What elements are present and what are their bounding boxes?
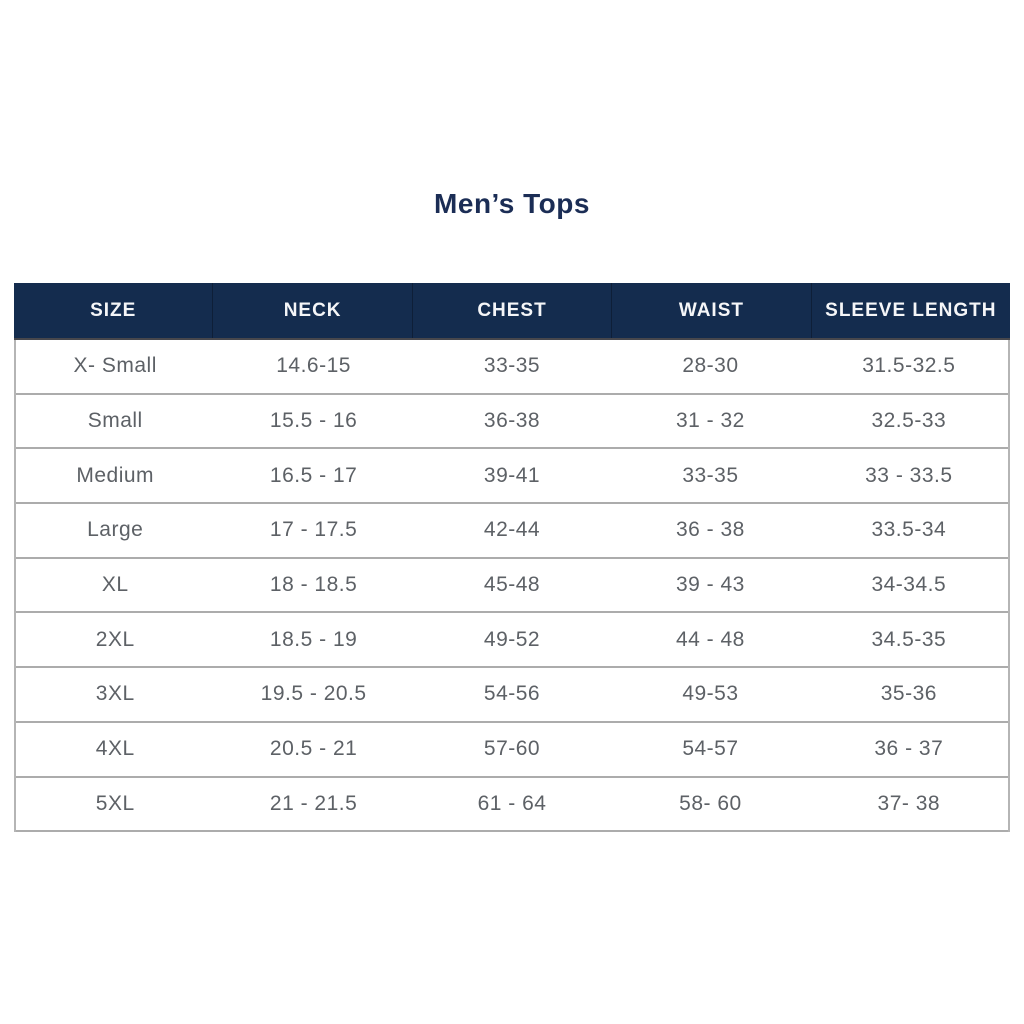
cell-neck: 18.5 - 19 <box>269 627 358 651</box>
cell-waist: 28-30 <box>682 354 739 378</box>
cell-waist: 39 - 43 <box>675 573 745 597</box>
size-chart-table: SIZE NECK CHEST WAIST SLEEVE LENGTH X- Small… <box>14 283 1010 833</box>
cell-sleeve-length: 35-36 <box>880 682 937 706</box>
cell-neck: 19.5 - 20.5 <box>260 682 367 706</box>
cell-sleeve-length: 33 - 33.5 <box>865 463 953 487</box>
page-title: Men’s Tops <box>434 188 590 219</box>
column-header-neck: NECK <box>213 283 413 338</box>
cell-chest: 45-48 <box>483 573 541 597</box>
cell-chest: 57-60 <box>483 737 541 761</box>
cell-size: 5XL <box>95 791 135 815</box>
cell-sleeve-length: 34-34.5 <box>871 573 947 597</box>
cell-size: Large <box>87 518 144 542</box>
table-row-large: Large 17 - 17.5 42-44 36 - 38 33.5-34 <box>16 504 1008 559</box>
table-body: X- Small 14.6-15 33-35 28-30 31.5-32.5 Small 1… <box>14 340 1010 833</box>
column-header-waist: WAIST <box>612 283 812 338</box>
cell-chest: 42-44 <box>483 518 541 542</box>
cell-waist: 58- 60 <box>679 791 742 815</box>
cell-sleeve-length: 37- 38 <box>877 791 941 815</box>
cell-waist: 49-53 <box>682 682 739 706</box>
cell-chest: 61 - 64 <box>477 791 547 815</box>
table-row-4xl: 4XL 20.5 - 21 57-60 54-57 36 - 37 <box>16 722 1008 778</box>
cell-neck: 18 - 18.5 <box>269 573 358 597</box>
cell-chest: 54-56 <box>483 682 541 706</box>
column-header-size: SIZE <box>14 283 214 338</box>
cell-sleeve-length: 34.5-35 <box>871 627 947 651</box>
cell-neck: 21 - 21.5 <box>269 791 358 815</box>
cell-neck: 16.5 - 17 <box>269 463 358 487</box>
cell-waist: 33-35 <box>682 463 739 487</box>
table-row-5xl: 5XL 21 - 21.5 61 - 64 58- 60 37- 38 <box>16 777 1008 833</box>
cell-neck: 14.6-15 <box>276 354 351 378</box>
table-row-x-small: X- Small 14.6-15 33-35 28-30 31.5-32.5 <box>16 340 1008 395</box>
cell-chest: 49-52 <box>483 627 541 651</box>
cell-waist: 31 - 32 <box>675 409 745 433</box>
column-header-sleeve-length: SLEEVE LENGTH <box>825 299 997 321</box>
cell-size: 3XL <box>95 682 135 706</box>
column-header-chest: CHEST <box>413 283 613 338</box>
cell-size: X- Small <box>73 354 157 378</box>
cell-sleeve-length: 33.5-34 <box>871 518 947 542</box>
cell-chest: 36-38 <box>483 409 541 433</box>
cell-size: XL <box>101 573 129 597</box>
cell-chest: 39-41 <box>483 463 541 487</box>
cell-size: 2XL <box>95 627 135 651</box>
table-row-3xl: 3XL 19.5 - 20.5 54-56 49-53 35-36 <box>16 668 1008 723</box>
table-row-2xl: 2XL 18.5 - 19 49-52 44 - 48 34.5-35 <box>16 613 1008 669</box>
cell-waist: 36 - 38 <box>675 518 745 542</box>
table-row-xl: XL 18 - 18.5 45-48 39 - 43 34-34.5 <box>16 558 1008 614</box>
cell-neck: 20.5 - 21 <box>269 737 358 761</box>
cell-sleeve-length: 31.5-32.5 <box>862 354 956 378</box>
cell-size: 4XL <box>95 737 135 761</box>
cell-chest: 33-35 <box>483 354 541 378</box>
table-row-small: Small 15.5 - 16 36-38 31 - 32 32.5-33 <box>16 394 1008 450</box>
cell-neck: 17 - 17.5 <box>269 518 358 542</box>
cell-size: Medium <box>76 463 155 487</box>
cell-neck: 15.5 - 16 <box>269 409 358 433</box>
cell-waist: 54-57 <box>682 737 739 761</box>
cell-size: Small <box>87 409 143 433</box>
table-header-row: SIZE NECK CHEST WAIST SLEEVE LENGTH <box>14 283 1010 340</box>
cell-waist: 44 - 48 <box>675 627 745 651</box>
table-row-medium: Medium 16.5 - 17 39-41 33-35 33 - 33.5 <box>16 449 1008 505</box>
cell-sleeve-length: 36 - 37 <box>874 737 944 761</box>
cell-sleeve-length: 32.5-33 <box>871 409 947 433</box>
